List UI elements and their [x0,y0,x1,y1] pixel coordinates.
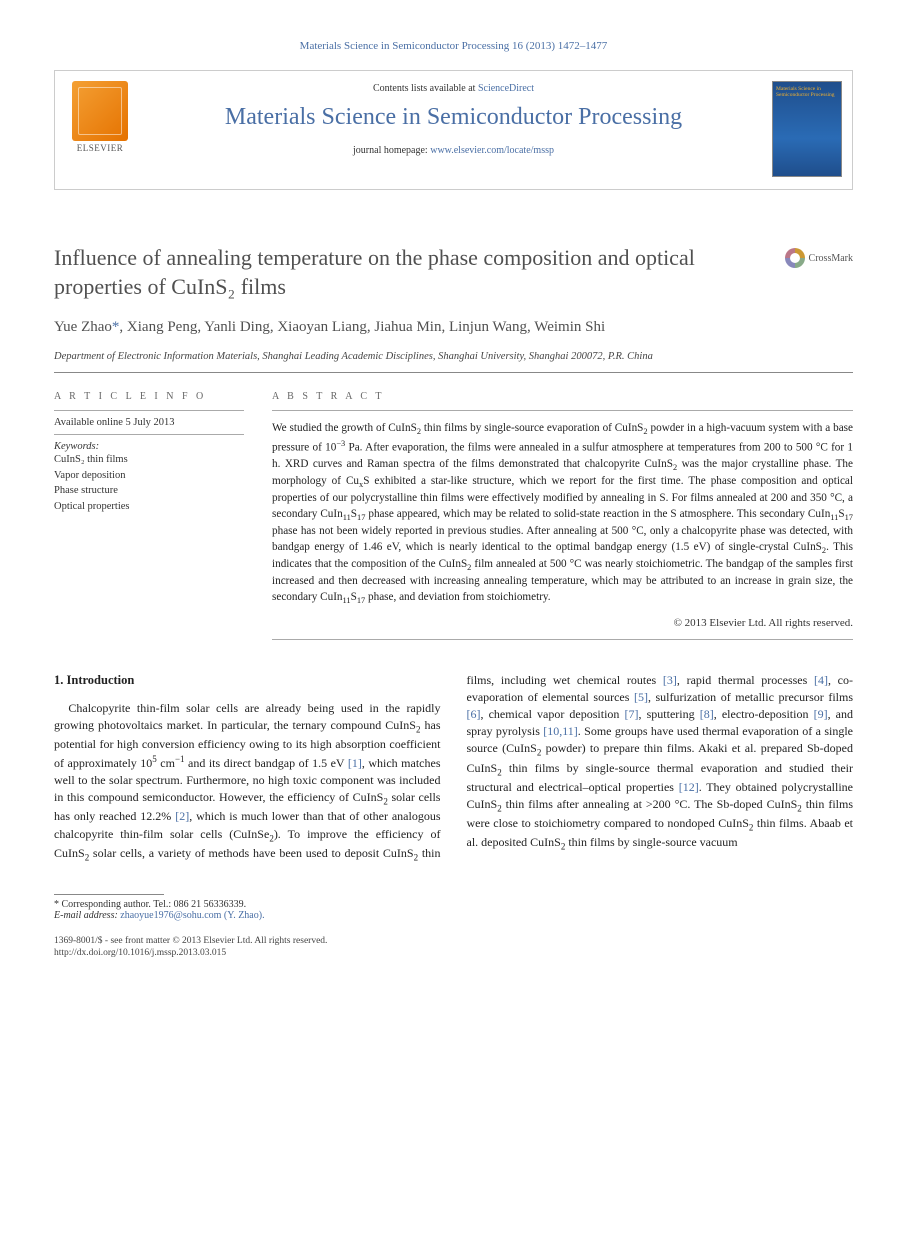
title-row: Influence of annealing temperature on th… [54,244,853,301]
keyword-item: Optical properties [54,499,244,515]
footnotes-block: * Corresponding author. Tel.: 086 21 563… [54,894,422,921]
intro-paragraph: Chalcopyrite thin-film solar cells are a… [54,672,853,864]
journal-header-box: ELSEVIER Materials Science in Semiconduc… [54,70,853,190]
front-matter-line: 1369-8001/$ - see front matter © 2013 El… [54,935,853,947]
corresponding-email[interactable]: zhaoyue1976@sohu.com (Y. Zhao). [120,910,264,921]
body-columns: 1. Introduction Chalcopyrite thin-film s… [54,672,853,864]
keywords-heading: Keywords: [54,441,244,452]
publisher-name: ELSEVIER [65,143,135,153]
article-info-block: A R T I C L E I N F O Available online 5… [54,391,244,640]
article-info-heading: A R T I C L E I N F O [54,391,244,402]
doi-line[interactable]: http://dx.doi.org/10.1016/j.mssp.2013.03… [54,947,853,959]
footer-meta: 1369-8001/$ - see front matter © 2013 El… [54,935,853,960]
crossmark-badge[interactable]: CrossMark [785,248,853,268]
crossmark-icon [785,248,805,268]
contents-prefix: Contents lists available at [373,83,475,94]
journal-center-block: Contents lists available at ScienceDirec… [161,83,746,156]
keyword-item: Phase structure [54,483,244,499]
author-list: Yue Zhao*, Xiang Peng, Yanli Ding, Xiaoy… [54,317,853,338]
contents-available-line: Contents lists available at ScienceDirec… [161,83,746,94]
abstract-copyright: © 2013 Elsevier Ltd. All rights reserved… [272,617,853,629]
crossmark-label: CrossMark [809,253,853,264]
affiliation: Department of Electronic Information Mat… [54,350,853,364]
article-title: Influence of annealing temperature on th… [54,244,765,301]
abstract-heading: A B S T R A C T [272,391,853,402]
divider-rule [54,372,853,373]
available-online-date: Available online 5 July 2013 [54,417,244,428]
sciencedirect-link[interactable]: ScienceDirect [478,83,534,94]
keyword-item: CuInS₂ thin films [54,452,244,468]
homepage-line: journal homepage: www.elsevier.com/locat… [161,145,746,156]
homepage-url[interactable]: www.elsevier.com/locate/mssp [430,145,554,156]
homepage-prefix: journal homepage: [353,145,428,156]
elsevier-tree-icon [72,81,128,141]
journal-cover-thumbnail: Materials Science in Semiconductor Proce… [772,81,842,177]
journal-cover-title: Materials Science in Semiconductor Proce… [773,82,841,102]
keyword-item: Vapor deposition [54,468,244,484]
section-heading-intro: 1. Introduction [54,672,441,690]
running-header: Materials Science in Semiconductor Proce… [54,40,853,52]
info-abstract-row: A R T I C L E I N F O Available online 5… [54,391,853,640]
journal-name: Materials Science in Semiconductor Proce… [161,104,746,131]
abstract-block: A B S T R A C T We studied the growth of… [272,391,853,640]
abstract-text: We studied the growth of CuInS2 thin fil… [272,421,853,607]
publisher-block: ELSEVIER [65,81,135,153]
email-line: E-mail address: zhaoyue1976@sohu.com (Y.… [54,910,422,921]
corresponding-author-note: * Corresponding author. Tel.: 086 21 563… [54,899,422,910]
email-label: E-mail address: [54,910,118,921]
